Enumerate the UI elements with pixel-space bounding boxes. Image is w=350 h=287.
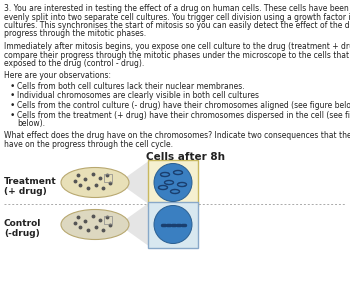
Text: cultures. This synchronises the start of mitosis so you can easily detect the ef: cultures. This synchronises the start of…	[4, 21, 350, 30]
Text: •: •	[10, 110, 15, 119]
Text: Individual chromosomes are clearly visible in both cell cultures: Individual chromosomes are clearly visib…	[17, 92, 259, 100]
Bar	[104, 216, 112, 224]
Bar	[104, 174, 112, 181]
Text: Treatment: Treatment	[4, 177, 57, 187]
Circle shape	[154, 164, 192, 201]
Text: have on the progress through the cell cycle.: have on the progress through the cell cy…	[4, 140, 173, 149]
Text: (-drug): (-drug)	[4, 228, 40, 238]
Text: Immediately after mitosis begins, you expose one cell culture to the drug (treat: Immediately after mitosis begins, you ex…	[4, 42, 350, 51]
Text: (+ drug): (+ drug)	[4, 187, 47, 195]
Circle shape	[154, 205, 192, 243]
Polygon shape	[127, 203, 148, 245]
Text: Cells from the treatment (+ drug) have their chromosomes dispersed in the cell (: Cells from the treatment (+ drug) have t…	[17, 110, 350, 119]
Ellipse shape	[61, 168, 129, 197]
Text: •: •	[10, 101, 15, 110]
Text: •: •	[10, 82, 15, 91]
Text: •: •	[10, 92, 15, 100]
Text: below).: below).	[17, 119, 45, 128]
Text: progress through the mitotic phases.: progress through the mitotic phases.	[4, 30, 146, 38]
Text: 3. You are interested in testing the effect of a drug on human cells. These cell: 3. You are interested in testing the eff…	[4, 4, 350, 13]
Text: Control: Control	[4, 220, 41, 228]
Ellipse shape	[61, 210, 129, 239]
Text: Here are your observations:: Here are your observations:	[4, 71, 111, 80]
Text: Cells after 8h: Cells after 8h	[146, 152, 224, 162]
Bar	[148, 160, 198, 205]
Text: What effect does the drug have on the chromosomes? Indicate two consequences tha: What effect does the drug have on the ch…	[4, 131, 350, 141]
Text: Cells from the control culture (- drug) have their chromosomes aligned (see figu: Cells from the control culture (- drug) …	[17, 101, 350, 110]
Text: compare their progress through the mitotic phases under the microscope to the ce: compare their progress through the mitot…	[4, 51, 350, 59]
Bar	[148, 201, 198, 247]
Text: Cells from both cell cultures lack their nuclear membranes.: Cells from both cell cultures lack their…	[17, 82, 245, 91]
Text: exposed to the drug (control - drug).: exposed to the drug (control - drug).	[4, 59, 144, 68]
Polygon shape	[127, 162, 148, 203]
Text: evenly split into two separate cell cultures. You trigger cell division using a : evenly split into two separate cell cult…	[4, 13, 350, 22]
